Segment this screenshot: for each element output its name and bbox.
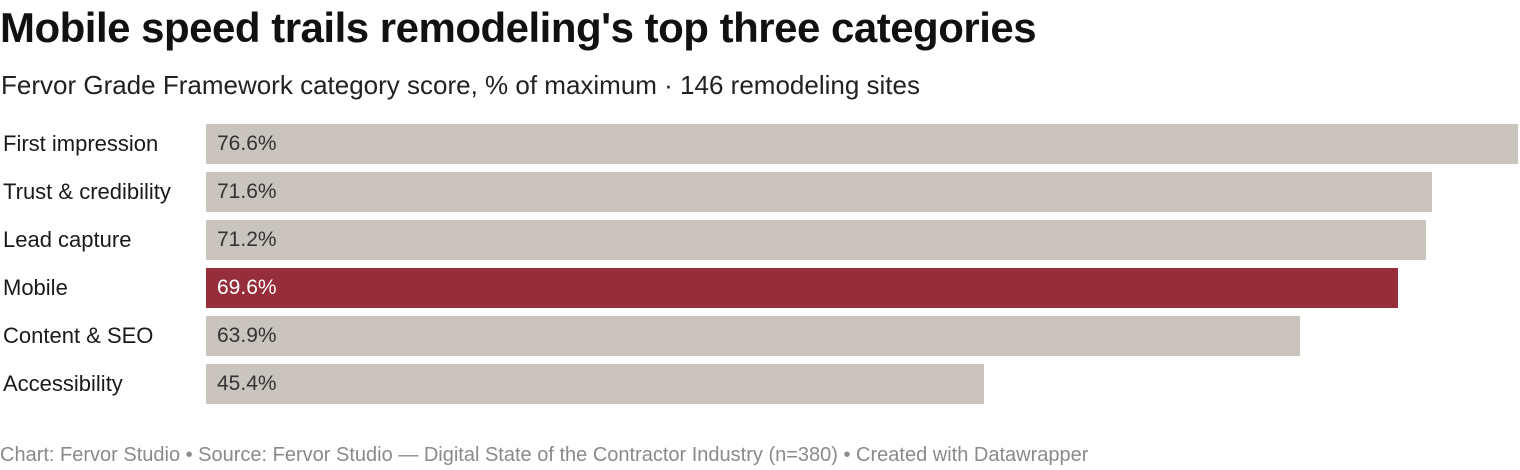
bar-first-impression xyxy=(206,124,1518,164)
bar-row-first-impression: First impression 76.6% xyxy=(0,124,1520,164)
bar-row-content-and-seo: Content & SEO 63.9% xyxy=(0,316,1520,356)
category-label-lead-capture: Lead capture xyxy=(3,227,132,252)
bar-row-trust-and-credibility: Trust & credibility 71.6% xyxy=(0,172,1520,212)
bar-track-mobile: 69.6% xyxy=(206,268,1518,308)
bar-chart: First impression 76.6% Trust & credibility… xyxy=(0,124,1520,414)
category-label-trust-and-credibility: Trust & credibility xyxy=(3,179,171,204)
chart-subtitle: Fervor Grade Framework category score, %… xyxy=(1,70,920,100)
chart-footer-credit: Chart: Fervor Studio • Source: Fervor St… xyxy=(0,444,1089,466)
value-label-content-and-seo: 63.9% xyxy=(217,324,277,347)
chart-title: Mobile speed trails remodeling's top thr… xyxy=(0,4,1037,51)
bar-lead-capture xyxy=(206,220,1426,260)
bar-accessibility xyxy=(206,364,984,404)
value-label-first-impression: 76.6% xyxy=(217,132,277,155)
bar-row-lead-capture: Lead capture 71.2% xyxy=(0,220,1520,260)
bar-content-and-seo xyxy=(206,316,1300,356)
bar-track-content-and-seo: 63.9% xyxy=(206,316,1518,356)
value-label-trust-and-credibility: 71.6% xyxy=(217,180,277,203)
bar-track-accessibility: 45.4% xyxy=(206,364,1518,404)
bar-track-lead-capture: 71.2% xyxy=(206,220,1518,260)
bar-row-mobile: Mobile 69.6% xyxy=(0,268,1520,308)
value-label-accessibility: 45.4% xyxy=(217,372,277,395)
bar-track-trust-and-credibility: 71.6% xyxy=(206,172,1518,212)
category-label-mobile: Mobile xyxy=(3,275,68,300)
value-label-lead-capture: 71.2% xyxy=(217,228,277,251)
bar-track-first-impression: 76.6% xyxy=(206,124,1518,164)
bar-mobile xyxy=(206,268,1398,308)
value-label-mobile: 69.6% xyxy=(217,276,277,299)
bar-trust-and-credibility xyxy=(206,172,1432,212)
category-label-accessibility: Accessibility xyxy=(3,371,123,396)
bar-row-accessibility: Accessibility 45.4% xyxy=(0,364,1520,404)
category-label-first-impression: First impression xyxy=(3,131,159,156)
category-label-content-and-seo: Content & SEO xyxy=(3,323,154,348)
